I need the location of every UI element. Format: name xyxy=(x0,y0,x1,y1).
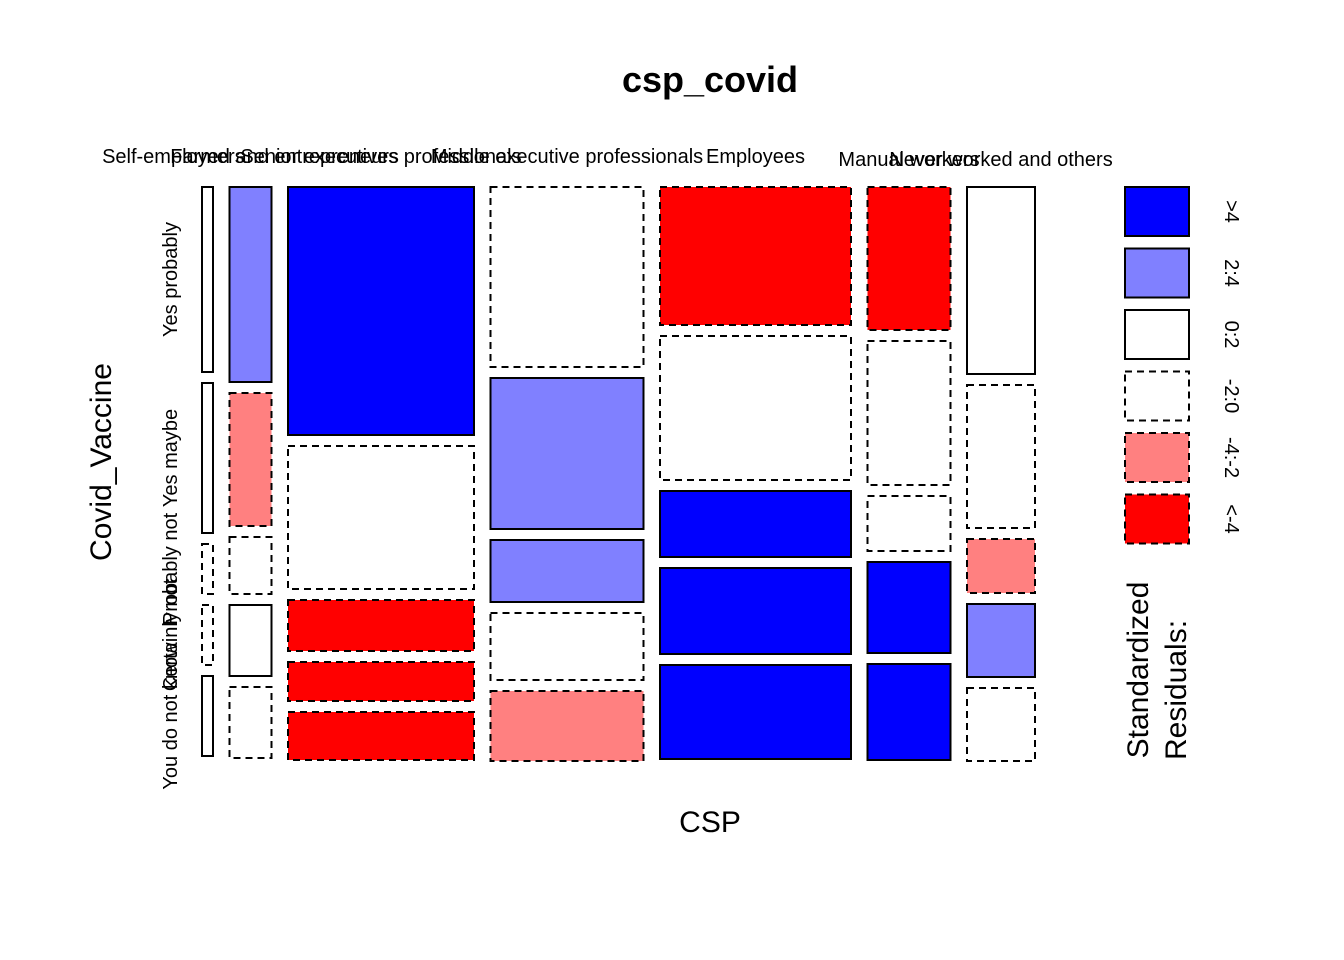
legend-swatch-6 xyxy=(1124,493,1190,545)
tile-self-employed-and-entrepreneurs-certainly-not xyxy=(228,604,273,677)
column-label-manual-workers: Manual workers xyxy=(838,149,979,171)
tile-middle-executive-professionals-yes-probably xyxy=(489,186,645,368)
legend-swatch-1 xyxy=(1124,186,1190,237)
column-label-middle-executive-professionals: Middle executive professionals xyxy=(431,146,703,168)
tile-middle-executive-professionals-you-do-not-know xyxy=(489,690,645,762)
tile-employees-yes-probably xyxy=(659,186,852,326)
tile-self-employed-and-entrepreneurs-probably-not xyxy=(228,536,273,595)
legend-label-6: <-4 xyxy=(1220,504,1242,533)
tile-never-worked-and-others-probably-not xyxy=(966,538,1036,594)
row-label-certainly-not: Certainly not xyxy=(160,578,182,691)
row-label-yes-probably: Yes probably xyxy=(160,222,182,337)
column-label-employees: Employees xyxy=(706,146,805,168)
legend-label-2: 2:4 xyxy=(1220,259,1242,287)
tile-farmers-certainly-not xyxy=(201,604,214,666)
tile-middle-executive-professionals-yes-maybe xyxy=(489,377,645,530)
legend-label-3: 0:2 xyxy=(1220,321,1242,349)
column-label-senior-executives-professionals: Senior executives professionals xyxy=(240,146,521,168)
tile-farmers-probably-not xyxy=(201,543,214,595)
legend-label-1: >4 xyxy=(1220,200,1242,223)
legend-swatch-4 xyxy=(1124,370,1190,422)
y-axis-title: Covid_Vaccine xyxy=(85,363,118,561)
tile-self-employed-and-entrepreneurs-you-do-not-know xyxy=(228,686,273,759)
row-labels: Yes probably Yes maybe Probably notCertain… xyxy=(160,222,182,790)
column-label-self-employed-and-entrepreneurs: Self-employed and entrepreneurs xyxy=(102,146,399,168)
tile-never-worked-and-others-you-do-not-know xyxy=(966,687,1036,762)
tile-manual-workers-certainly-not xyxy=(866,561,952,654)
legend-title-line1: Standardized xyxy=(1122,582,1155,759)
row-label-yes-maybe: Yes maybe xyxy=(160,409,182,507)
legend-label-4: -2:0 xyxy=(1220,379,1242,413)
tile-farmers-you-do-not-know xyxy=(201,675,214,757)
tile-self-employed-and-entrepreneurs-yes-maybe xyxy=(228,392,273,527)
legend: >4 2:4 0:2 -2:0 -4:-2 <-4 xyxy=(1124,186,1242,545)
tile-manual-workers-yes-probably xyxy=(866,186,952,331)
x-axis-title: CSP xyxy=(679,806,741,839)
legend-swatch-3 xyxy=(1124,309,1190,360)
column-label-never-worked-and-others: Never worked and others xyxy=(889,149,1112,171)
row-label-probably-not: Probably not xyxy=(160,512,182,625)
mosaic-tiles xyxy=(201,186,1036,762)
tile-self-employed-and-entrepreneurs-yes-probably xyxy=(228,186,273,383)
tile-never-worked-and-others-certainly-not xyxy=(966,603,1036,678)
tile-middle-executive-professionals-probably-not xyxy=(489,539,645,603)
tile-manual-workers-probably-not xyxy=(866,495,952,552)
legend-swatch-5 xyxy=(1124,432,1190,483)
row-label-you-do-not-know: You do not know xyxy=(160,642,182,790)
tile-manual-workers-yes-maybe xyxy=(866,340,952,486)
tile-employees-certainly-not xyxy=(659,567,852,655)
legend-title-line2: Residuals: xyxy=(1160,620,1193,760)
tile-manual-workers-you-do-not-know xyxy=(866,663,952,761)
tile-senior-executives-professionals-yes-probably xyxy=(287,186,475,436)
legend-label-5: -4:-2 xyxy=(1220,437,1242,478)
tile-farmers-yes-maybe xyxy=(201,382,214,534)
chart-title: csp_covid xyxy=(622,59,798,100)
tile-employees-yes-maybe xyxy=(659,335,852,481)
tile-never-worked-and-others-yes-maybe xyxy=(966,384,1036,529)
column-label-farmers: Farmers xyxy=(170,146,244,168)
tile-senior-executives-professionals-certainly-not xyxy=(287,661,475,702)
tile-senior-executives-professionals-you-do-not-know xyxy=(287,711,475,761)
tile-senior-executives-professionals-probably-not xyxy=(287,599,475,652)
tile-middle-executive-professionals-certainly-not xyxy=(489,612,645,681)
tile-never-worked-and-others-yes-probably xyxy=(966,186,1036,375)
tile-farmers-yes-probably xyxy=(201,186,214,373)
tile-employees-you-do-not-know xyxy=(659,664,852,760)
tile-employees-probably-not xyxy=(659,490,852,558)
legend-swatch-2 xyxy=(1124,247,1190,299)
tile-senior-executives-professionals-yes-maybe xyxy=(287,445,475,590)
